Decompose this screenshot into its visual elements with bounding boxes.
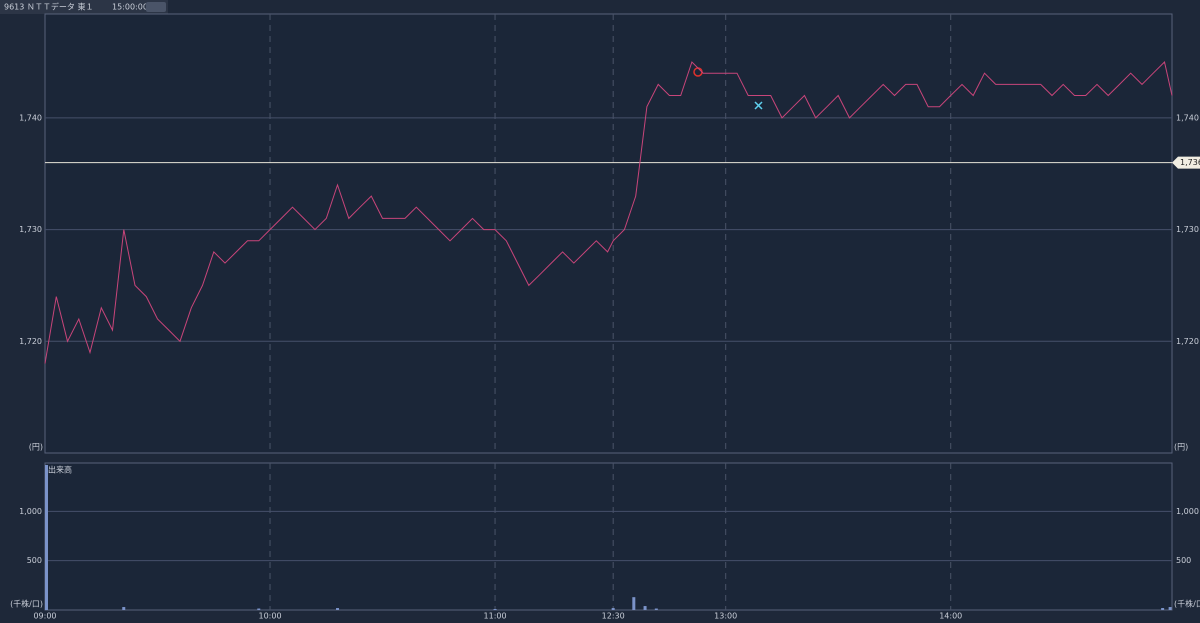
- header-time: 15:00:00: [112, 3, 148, 12]
- panel-annotation: 出来高: [48, 465, 72, 475]
- y-tick-label: 1,730: [19, 225, 42, 234]
- volume-bar: [45, 464, 48, 610]
- y-tick-label: 1,720: [19, 337, 42, 346]
- x-tick-label: 14:00: [939, 612, 962, 621]
- y-tick-label-right: 1,740: [1176, 113, 1199, 122]
- y-tick-label: 1,000: [19, 507, 42, 516]
- reference-tag: [1172, 156, 1200, 169]
- low-marker: [754, 101, 763, 110]
- unit-label-right: (千株/口): [1174, 599, 1200, 609]
- info-button[interactable]: [146, 2, 166, 12]
- unit-label: (円): [29, 443, 43, 452]
- x-tick-label: 11:00: [484, 612, 507, 621]
- x-tick-label: 09:00: [33, 612, 56, 621]
- x-tick-label: 12:30: [602, 612, 625, 621]
- volume-bar: [493, 609, 497, 610]
- volume-bar: [1168, 607, 1172, 610]
- volume-panel: [44, 462, 1173, 611]
- volume-bar: [1161, 608, 1165, 610]
- volume-bar: [122, 607, 126, 610]
- volume-bar: [632, 597, 636, 610]
- volume-bar: [336, 608, 340, 610]
- header-title: 9613 ＮＴＴデータ 東１: [4, 2, 93, 12]
- y-tick-label: 500: [27, 556, 42, 565]
- volume-bar: [643, 606, 647, 610]
- y-tick-label-right: 1,730: [1176, 225, 1199, 234]
- unit-label: (千株/口): [10, 599, 43, 609]
- volume-bar: [654, 608, 658, 610]
- x-tick-label: 13:00: [714, 612, 737, 621]
- x-tick-label: 10:00: [258, 612, 281, 621]
- y-tick-label: 1,740: [19, 113, 42, 122]
- y-tick-label-right: 500: [1176, 556, 1191, 565]
- y-tick-label-right: 1,000: [1176, 507, 1199, 516]
- price-panel: [44, 13, 1173, 454]
- header-bar: [0, 0, 168, 14]
- unit-label-right: (円): [1174, 443, 1188, 452]
- reference-label: 1,736: [1180, 158, 1200, 167]
- price-line: [44, 61, 1173, 364]
- y-tick-label-right: 1,720: [1176, 337, 1199, 346]
- volume-bar: [611, 608, 615, 610]
- volume-bar: [257, 608, 261, 610]
